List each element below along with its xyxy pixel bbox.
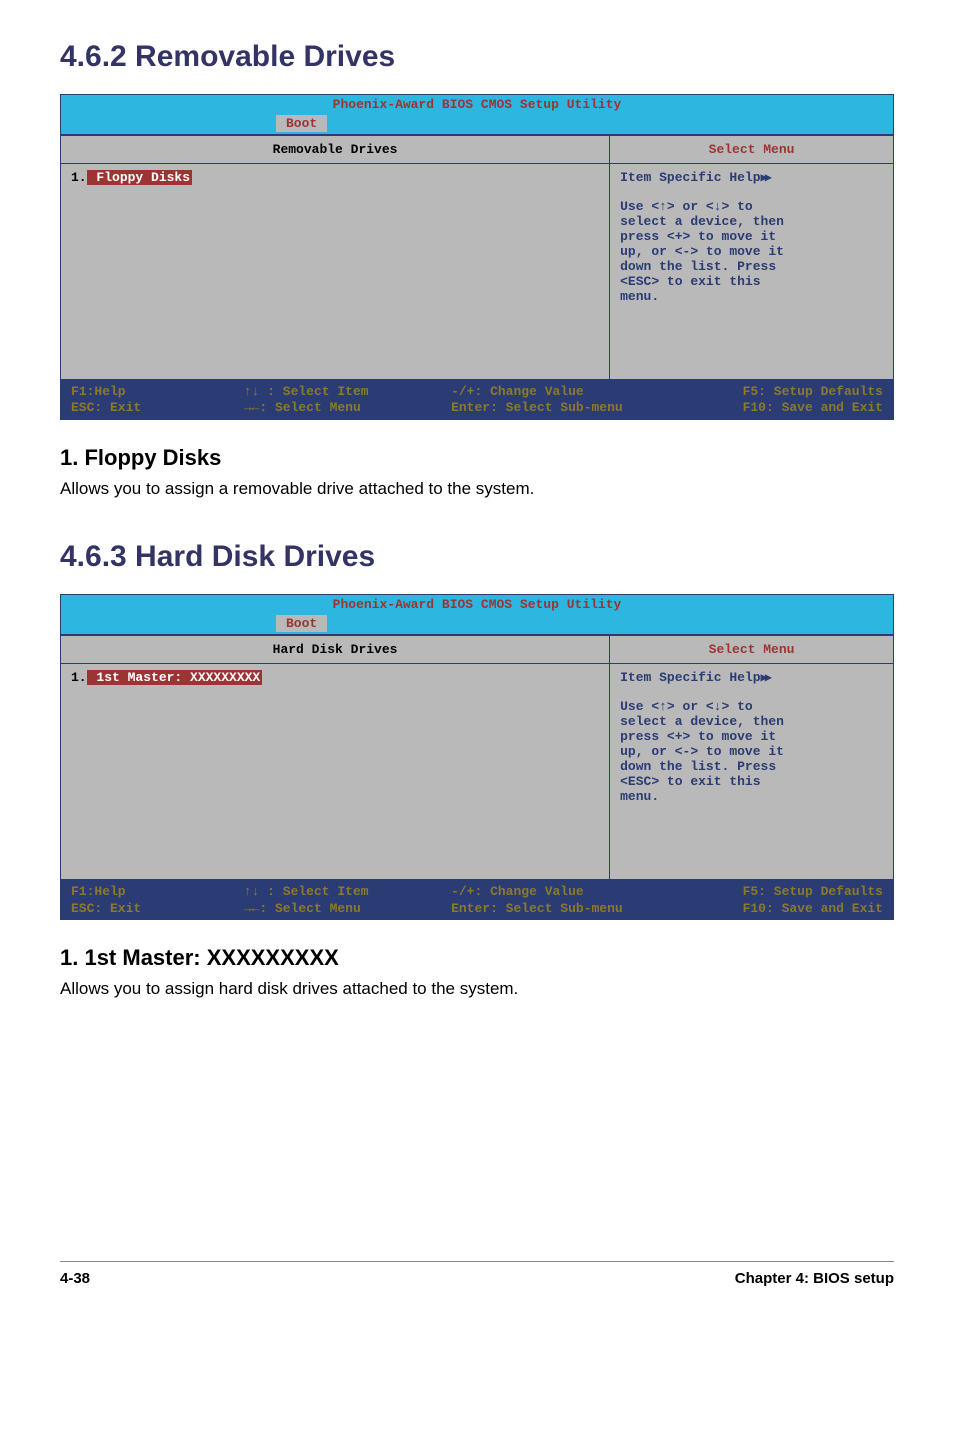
bios-right-panel: Select Menu Item Specific Help▶▶ Use <↑>… xyxy=(610,136,893,379)
bios-right-panel: Select Menu Item Specific Help▶▶ Use <↑>… xyxy=(610,636,893,879)
bios-footer: F1:Help ESC: Exit ↑↓ : Select Item →←: S… xyxy=(61,381,893,419)
footer-select-menu: →←: Select Menu xyxy=(244,901,451,917)
page-footer: 4-38 Chapter 4: BIOS setup xyxy=(60,1261,894,1287)
bios-tabbar: Boot xyxy=(61,114,893,134)
bios-item-prefix: 1. xyxy=(71,170,87,185)
bios-help-line: up, or <-> to move it xyxy=(620,744,883,759)
body-text-master: Allows you to assign hard disk drives at… xyxy=(60,977,894,1001)
bios-item-selected: 1st Master: XXXXXXXXX xyxy=(87,670,263,685)
bios-help-first: Item Specific Help▶▶ xyxy=(620,670,883,685)
section-heading-removable: 4.6.2 Removable Drives xyxy=(60,40,894,74)
footer-col4: F5: Setup Defaults F10: Save and Exit xyxy=(676,384,883,417)
bios-left-panel: Hard Disk Drives 1. 1st Master: XXXXXXXX… xyxy=(61,636,610,879)
chapter-label: Chapter 4: BIOS setup xyxy=(735,1270,894,1287)
footer-col3: -/+: Change Value Enter: Select Sub-menu xyxy=(451,384,676,417)
bios-left-header: Removable Drives xyxy=(61,136,609,164)
help-arrow-icon: ▶▶ xyxy=(761,671,769,685)
bios-help-line: <ESC> to exit this xyxy=(620,774,883,789)
bios-tabbar: Boot xyxy=(61,614,893,634)
bios-item-row[interactable]: 1. 1st Master: XXXXXXXXX xyxy=(71,670,599,685)
footer-col3: -/+: Change Value Enter: Select Sub-menu xyxy=(451,884,676,917)
bios-middle: Hard Disk Drives 1. 1st Master: XXXXXXXX… xyxy=(61,634,893,881)
bios-help-line: select a device, then xyxy=(620,714,883,729)
footer-change-value: -/+: Change Value xyxy=(451,384,676,400)
sub-heading-floppy: 1. Floppy Disks xyxy=(60,445,894,471)
bios-item-prefix: 1. xyxy=(71,670,87,685)
footer-help: F1:Help xyxy=(71,884,244,900)
bios-help-line: <ESC> to exit this xyxy=(620,274,883,289)
bios-help-line: press <+> to move it xyxy=(620,229,883,244)
footer-exit: ESC: Exit xyxy=(71,400,244,416)
footer-select-submenu: Enter: Select Sub-menu xyxy=(451,901,676,917)
footer-select-submenu: Enter: Select Sub-menu xyxy=(451,400,676,416)
bios-left-header: Hard Disk Drives xyxy=(61,636,609,664)
bios-title: Phoenix-Award BIOS CMOS Setup Utility xyxy=(61,595,893,614)
bios-help-line: press <+> to move it xyxy=(620,729,883,744)
bios-left-body: 1. Floppy Disks xyxy=(61,164,609,379)
footer-setup-defaults: F5: Setup Defaults xyxy=(676,384,883,400)
bios-middle: Removable Drives 1. Floppy Disks Select … xyxy=(61,134,893,381)
footer-select-menu: →←: Select Menu xyxy=(244,400,451,416)
footer-col2: ↑↓ : Select Item →←: Select Menu xyxy=(244,384,451,417)
footer-change-value: -/+: Change Value xyxy=(451,884,676,900)
bios-help-body: Item Specific Help▶▶ Use <↑> or <↓> to s… xyxy=(610,164,893,379)
footer-col1: F1:Help ESC: Exit xyxy=(71,884,244,917)
bios-help-line: Use <↑> or <↓> to xyxy=(620,699,883,714)
footer-setup-defaults: F5: Setup Defaults xyxy=(676,884,883,900)
bios-box-hdd: Phoenix-Award BIOS CMOS Setup Utility Bo… xyxy=(60,594,894,920)
footer-select-item: ↑↓ : Select Item xyxy=(244,884,451,900)
footer-col1: F1:Help ESC: Exit xyxy=(71,384,244,417)
sub-heading-master: 1. 1st Master: XXXXXXXXX xyxy=(60,945,894,971)
bios-help-line: select a device, then xyxy=(620,214,883,229)
bios-footer: F1:Help ESC: Exit ↑↓ : Select Item →←: S… xyxy=(61,881,893,919)
bios-help-line: menu. xyxy=(620,789,883,804)
bios-help-body: Item Specific Help▶▶ Use <↑> or <↓> to s… xyxy=(610,664,893,879)
bios-left-panel: Removable Drives 1. Floppy Disks xyxy=(61,136,610,379)
bios-item-selected: Floppy Disks xyxy=(87,170,192,185)
body-text-floppy: Allows you to assign a removable drive a… xyxy=(60,477,894,501)
help-arrow-icon: ▶▶ xyxy=(761,171,769,185)
footer-exit: ESC: Exit xyxy=(71,901,244,917)
bios-help-line: menu. xyxy=(620,289,883,304)
bios-right-header: Select Menu xyxy=(610,136,893,164)
footer-help: F1:Help xyxy=(71,384,244,400)
footer-save-exit: F10: Save and Exit xyxy=(676,901,883,917)
bios-help-line: Use <↑> or <↓> to xyxy=(620,199,883,214)
page-number: 4-38 xyxy=(60,1270,90,1287)
bios-box-removable: Phoenix-Award BIOS CMOS Setup Utility Bo… xyxy=(60,94,894,420)
bios-help-first: Item Specific Help▶▶ xyxy=(620,170,883,185)
bios-title: Phoenix-Award BIOS CMOS Setup Utility xyxy=(61,95,893,114)
bios-tab-boot[interactable]: Boot xyxy=(276,615,327,632)
footer-col4: F5: Setup Defaults F10: Save and Exit xyxy=(676,884,883,917)
bios-help-line: down the list. Press xyxy=(620,759,883,774)
footer-select-item: ↑↓ : Select Item xyxy=(244,384,451,400)
footer-save-exit: F10: Save and Exit xyxy=(676,400,883,416)
bios-help-line: down the list. Press xyxy=(620,259,883,274)
bios-right-header: Select Menu xyxy=(610,636,893,664)
bios-left-body: 1. 1st Master: XXXXXXXXX xyxy=(61,664,609,879)
bios-tab-boot[interactable]: Boot xyxy=(276,115,327,132)
bios-help-line: up, or <-> to move it xyxy=(620,244,883,259)
footer-col2: ↑↓ : Select Item →←: Select Menu xyxy=(244,884,451,917)
bios-item-row[interactable]: 1. Floppy Disks xyxy=(71,170,599,185)
section-heading-hdd: 4.6.3 Hard Disk Drives xyxy=(60,540,894,574)
